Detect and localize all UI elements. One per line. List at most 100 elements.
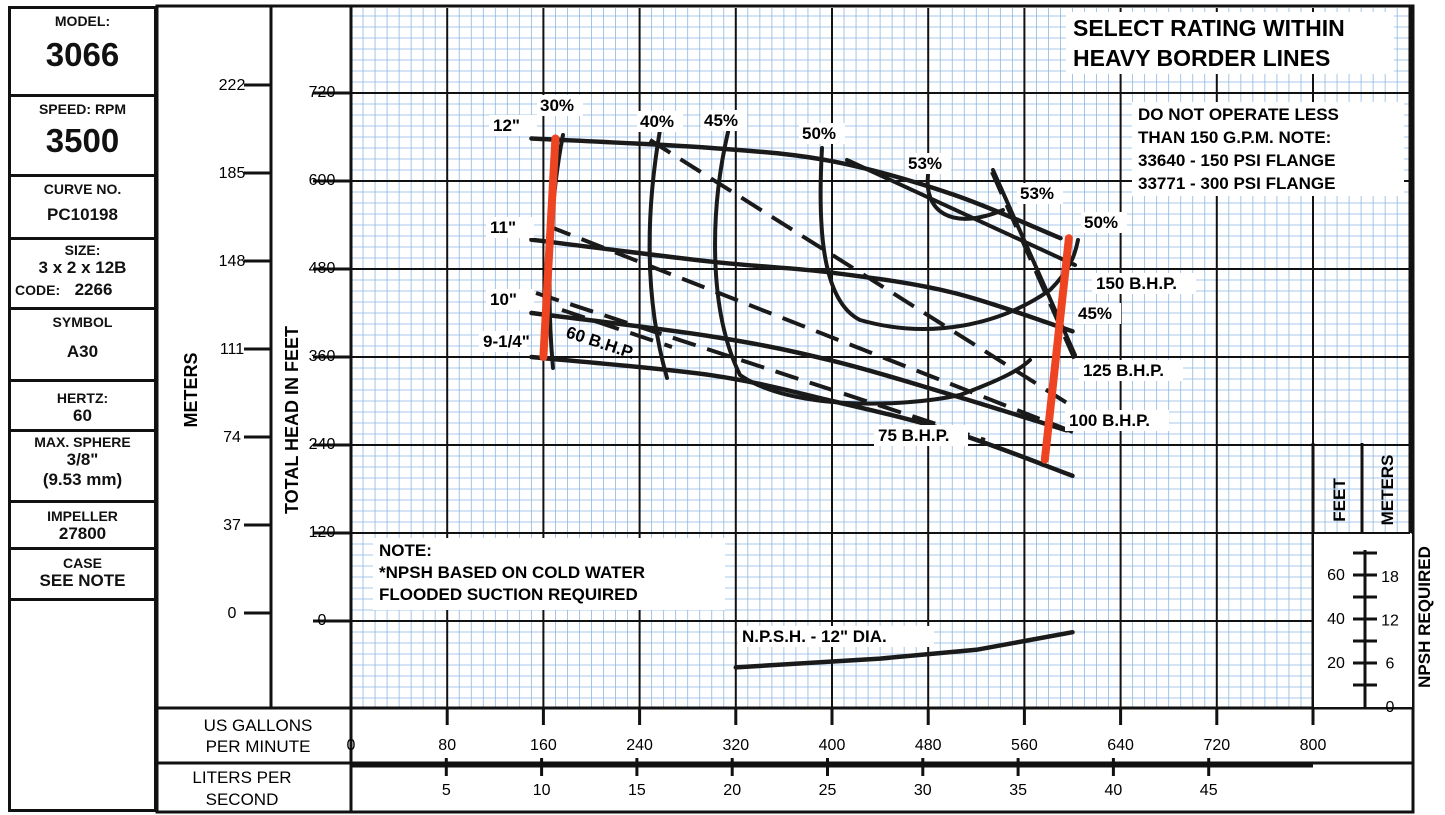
npsh-note: FLOODED SUCTION REQUIRED	[379, 585, 638, 604]
hertz-value: 60	[73, 406, 92, 425]
gpm-tick-label: 80	[438, 737, 456, 754]
feet-tick-label: 480	[309, 260, 336, 277]
npsh-meter-label: 12	[1381, 612, 1399, 629]
outer-frame	[155, 4, 1415, 814]
efficiency-label: 50%	[802, 124, 836, 143]
operate-note: 33640 - 150 PSI FLANGE	[1138, 151, 1335, 170]
bhp-line	[561, 308, 673, 349]
performance-curves	[529, 128, 1080, 670]
impeller-size-label: 11"	[490, 218, 516, 237]
lps-tick-label: 25	[819, 782, 837, 799]
meter-tick-label: 111	[220, 341, 244, 358]
efficiency-label: 53%	[1020, 184, 1054, 203]
efficiency-label-halo	[1081, 212, 1127, 233]
efficiency-label: 45%	[704, 111, 738, 130]
impeller-label: IMPELLER	[47, 508, 118, 524]
feet-tick-label: 120	[309, 524, 336, 541]
gpm-tick-label: 800	[1300, 737, 1327, 754]
npsh-meter-label: 18	[1381, 569, 1399, 586]
feet-tick-label: 600	[309, 172, 336, 189]
code-row: CODE: 2266	[11, 280, 154, 300]
npsh-curve-label: N.P.S.H. - 12" DIA.	[742, 627, 887, 646]
lps-tick-label: 30	[914, 782, 932, 799]
efficiency-label-halo	[537, 95, 583, 116]
gpm-tick-label: 720	[1203, 737, 1230, 754]
npsh-meter-label: 0	[1386, 699, 1395, 716]
gpm-tick-label: 320	[722, 737, 749, 754]
feet-tick-label: 0	[318, 612, 327, 629]
select-rating-note: SELECT RATING WITHIN	[1073, 15, 1345, 41]
sphere-cell: MAX. SPHERE 3/8" (9.53 mm)	[11, 432, 154, 503]
gpm-tick-label: 0	[347, 737, 356, 754]
impeller-label-halo	[486, 289, 534, 310]
chart-labels: 12" 11" 10" 9-1/4" 30% 40% 45% 50% 53% 53% 50% 45% 6…	[373, 12, 1404, 647]
bhp-label-halo	[874, 425, 968, 446]
npsh-note: NOTE:	[379, 541, 432, 560]
lps-tick-label: 20	[723, 782, 741, 799]
meter-tick-label: 185	[219, 165, 246, 182]
bhp-line	[535, 291, 986, 442]
lps-axis-title-line1: LITERS PER	[192, 768, 291, 787]
size-value: 3 x 2 x 12B	[38, 258, 127, 277]
npsh-feet-label: 40	[1327, 611, 1345, 628]
meter-tick-label: 148	[219, 253, 246, 270]
sphere-label: MAX. SPHERE	[34, 434, 131, 450]
operate-note: THAN 150 G.P.M. NOTE:	[1138, 128, 1331, 147]
efficiency-label: 50%	[1084, 213, 1118, 232]
efficiency-curve	[713, 130, 1032, 406]
bhp-label: 75 B.H.P.	[878, 426, 950, 445]
npsh-note: *NPSH BASED ON COLD WATER	[379, 563, 645, 582]
meters-axis-title: METERS	[181, 352, 201, 427]
bhp-label: 125 B.H.P.	[1083, 361, 1164, 380]
impeller-size-label: 9-1/4"	[483, 332, 530, 351]
heavy-border-line	[1040, 234, 1073, 464]
efficiency-label: 45%	[1078, 304, 1112, 323]
symbol-cell: SYMBOL A30	[11, 310, 154, 382]
efficiency-label: 40%	[640, 112, 674, 131]
npsh-feet-label: 60	[1327, 567, 1345, 584]
hertz-cell: HERTZ: 60	[11, 382, 154, 432]
lps-tick-label: 5	[442, 782, 451, 799]
speed-label: SPEED: RPM	[38, 101, 127, 117]
efficiency-label-halo	[637, 111, 683, 132]
npsh-meters-unit: METERS	[1378, 455, 1397, 526]
lps-tick-label: 40	[1105, 782, 1123, 799]
impeller-value: 27800	[58, 524, 107, 543]
gpm-tick-label: 240	[626, 737, 653, 754]
npsh-axis-title: NPSH REQUIRED	[1415, 546, 1434, 688]
efficiency-label: 30%	[540, 96, 574, 115]
bhp-label: 100 B.H.P.	[1069, 411, 1150, 430]
symbol-value: A30	[66, 342, 99, 361]
sphere-inches: 3/8"	[66, 450, 99, 469]
model-cell: MODEL: 3066	[11, 9, 154, 97]
select-rating-note: HEAVY BORDER LINES	[1073, 45, 1330, 71]
bhp-line	[547, 224, 1074, 434]
gpm-axis-title-line2: PER MINUTE	[206, 737, 311, 756]
symbol-label: SYMBOL	[52, 314, 113, 330]
chart-frame	[155, 4, 1415, 814]
efficiency-curve	[647, 128, 669, 380]
bhp-label-halo	[1092, 273, 1196, 294]
axes: 012024036048060072003774111148185222METE…	[181, 77, 1434, 809]
feet-tick-label: 720	[309, 84, 336, 101]
bhp-label: 150 B.H.P.	[1096, 274, 1177, 293]
meter-tick-label: 74	[223, 429, 241, 446]
feet-axis-title: TOTAL HEAD IN FEET	[282, 326, 302, 514]
select-note-halo	[1066, 12, 1394, 74]
impeller-cell: IMPELLER 27800	[11, 503, 154, 550]
impeller-size-label: 12"	[493, 116, 520, 135]
gpm-axis-title-line1: US GALLONS	[204, 716, 313, 735]
gpm-tick-label: 640	[1107, 737, 1134, 754]
curve-value: PC10198	[47, 205, 118, 224]
code-label: CODE:	[15, 282, 61, 298]
feet-tick-label: 240	[309, 436, 336, 453]
npsh-feet-unit: FEET	[1330, 478, 1349, 522]
case-value: SEE NOTE	[39, 571, 126, 590]
npsh-curve-label-halo	[738, 626, 934, 647]
size-label: SIZE:	[64, 242, 101, 258]
bhp-label-halo	[1079, 360, 1183, 381]
lps-tick-label: 45	[1200, 782, 1218, 799]
npsh-note-halo	[373, 538, 725, 610]
model-value: 3066	[45, 36, 120, 73]
